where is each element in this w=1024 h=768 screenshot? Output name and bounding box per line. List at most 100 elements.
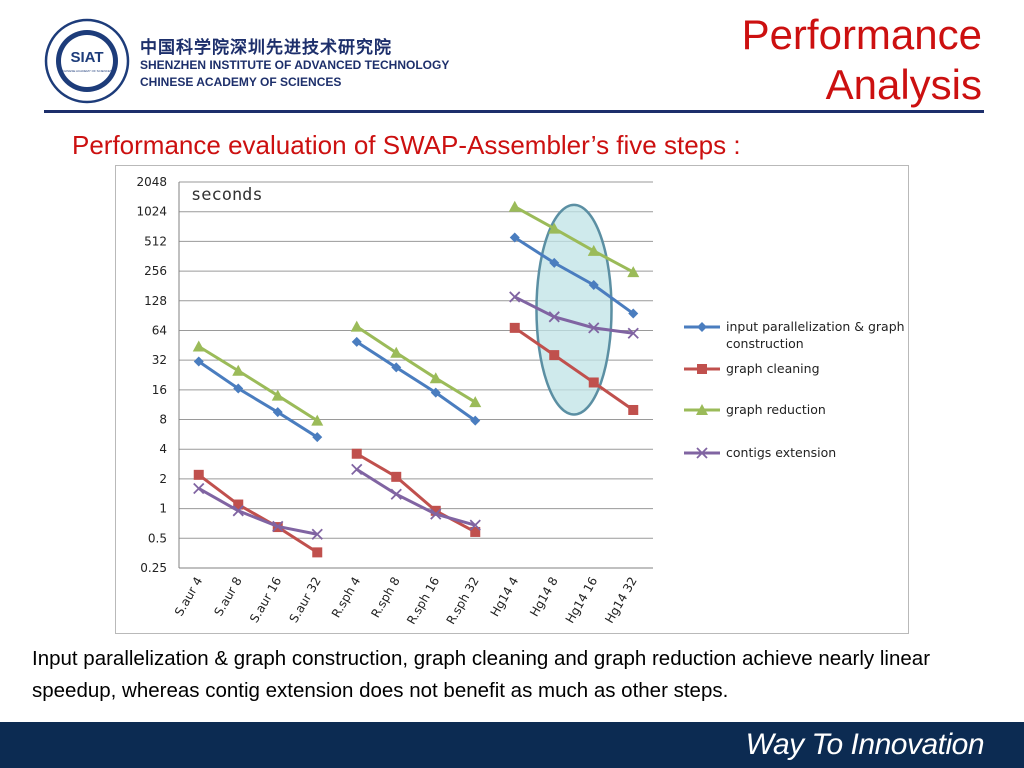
data-point-series-1 xyxy=(193,356,204,367)
x-tick-label: Hg14 32 xyxy=(602,575,640,626)
legend-label-line: construction xyxy=(726,336,804,351)
data-point-series-2 xyxy=(588,377,599,388)
data-point-series-1 xyxy=(470,415,481,426)
logo-text: SIAT xyxy=(70,49,103,66)
org-name-cn: 中国科学院深圳先进技术研究院 xyxy=(140,38,392,58)
y-axis-label: seconds xyxy=(191,185,263,205)
siat-logo: SIAT CHINESE ACADEMY OF SCIENCES xyxy=(44,18,130,104)
data-point-series-2 xyxy=(549,350,560,361)
series-line-2 xyxy=(197,473,319,554)
data-point-series-4-stroke xyxy=(430,508,442,520)
data-point-series-3 xyxy=(548,222,561,234)
legend-label: graph cleaning xyxy=(726,361,820,376)
series-line-1 xyxy=(355,340,477,422)
data-point-series-3 xyxy=(627,266,640,278)
data-point-series-3 xyxy=(469,396,482,408)
data-point-series-4 xyxy=(232,505,244,517)
y-tick-label: 2048 xyxy=(136,175,167,189)
series-line-4 xyxy=(355,468,476,527)
chart-frame: 0.25 0.5 1 2 4 8 16 32 64 128 256 512 1024 2048 second… xyxy=(115,165,909,634)
data-point-series-2 xyxy=(233,499,244,510)
legend-label: input parallelization & graph constructio… xyxy=(726,319,905,351)
slide-title-line1: Performance xyxy=(741,11,982,58)
series-line-4 xyxy=(514,295,634,335)
performance-chart: 0.25 0.5 1 2 4 8 16 32 64 128 256 512 1024 2048 second… xyxy=(136,175,905,627)
data-point-series-2 xyxy=(312,547,323,558)
data-point-series-1 xyxy=(272,407,283,418)
x-tick-label: Hg14 16 xyxy=(563,575,601,626)
data-point-series-2 xyxy=(193,469,204,480)
y-tick-label: 8 xyxy=(159,413,167,427)
data-point-series-2 xyxy=(470,526,481,537)
data-point-series-3 xyxy=(429,372,442,384)
y-tick-label: 2 xyxy=(159,472,167,486)
x-tick-label: S.aur 16 xyxy=(247,575,284,626)
data-point-series-4 xyxy=(627,327,639,339)
data-point-series-1 xyxy=(391,362,402,373)
data-point-series-2 xyxy=(628,404,639,415)
logo-small-text: CHINESE ACADEMY OF SCIENCES xyxy=(62,69,112,73)
legend-marker xyxy=(697,364,707,374)
data-point-series-4 xyxy=(548,311,560,323)
series-line-1 xyxy=(197,360,319,439)
data-point-series-1 xyxy=(312,432,323,443)
data-point-series-3 xyxy=(587,244,600,256)
x-tick-label: S.aur 8 xyxy=(211,575,245,619)
x-tick-label: R.sph 8 xyxy=(368,575,402,621)
data-point-series-4-stroke xyxy=(272,520,284,533)
data-point-series-4 xyxy=(588,322,600,334)
y-tick-label: 32 xyxy=(152,353,167,367)
data-point-series-4 xyxy=(430,508,442,520)
data-point-series-1 xyxy=(588,279,599,290)
data-point-series-3 xyxy=(232,364,245,376)
legend-label-line: input parallelization & graph xyxy=(726,319,905,334)
data-point-series-1 xyxy=(351,336,362,347)
data-point-series-4-stroke xyxy=(311,528,323,540)
legend-marker-stroke xyxy=(696,447,708,459)
data-point-series-2 xyxy=(351,448,362,459)
data-point-series-1 xyxy=(430,387,441,398)
slide-title-line2: Analysis xyxy=(825,61,982,108)
data-point-series-4-stroke xyxy=(627,327,639,339)
series-line-3 xyxy=(355,325,477,404)
series-line-2 xyxy=(355,452,476,534)
legend-marker xyxy=(696,404,708,415)
data-point-series-4 xyxy=(193,482,205,495)
series-line-4 xyxy=(198,487,318,536)
y-tick-label: 64 xyxy=(152,323,167,337)
legend-label-line: graph cleaning xyxy=(726,361,820,376)
data-point-series-3 xyxy=(311,414,324,426)
y-tick-label: 0.5 xyxy=(148,531,167,545)
legend-marker xyxy=(697,322,707,332)
data-point-series-4 xyxy=(272,520,284,533)
data-point-series-1 xyxy=(628,308,639,319)
data-point-series-4-stroke xyxy=(193,482,205,495)
y-tick-label: 256 xyxy=(144,264,167,278)
data-point-series-3 xyxy=(390,346,403,358)
y-tick-label: 1024 xyxy=(136,205,167,219)
data-point-series-4 xyxy=(390,488,402,500)
y-tick-label: 128 xyxy=(144,294,167,308)
data-point-series-4-stroke xyxy=(469,519,481,531)
highlight-ellipse xyxy=(535,203,613,416)
footer-bar: Way To Innovation xyxy=(0,722,1024,768)
series-line-3 xyxy=(514,205,634,274)
slide-title: Performance Analysis xyxy=(742,10,982,110)
legend-label-line: graph reduction xyxy=(726,402,826,417)
data-point-series-4-stroke xyxy=(509,291,521,303)
data-point-series-1 xyxy=(549,257,560,268)
slide-subtitle: Performance evaluation of SWAP-Assembler… xyxy=(72,130,741,160)
x-tick-label: Hg14 4 xyxy=(488,575,522,620)
data-point-series-3 xyxy=(350,320,363,332)
x-tick-label: R.sph 16 xyxy=(404,575,442,627)
y-tick-label: 1 xyxy=(159,502,167,516)
org-name-en-line2: CHINESE ACADEMY OF SCIENCES xyxy=(140,75,342,89)
data-point-series-4-stroke xyxy=(588,322,600,334)
x-tick-label: R.sph 4 xyxy=(329,575,363,621)
data-point-series-3 xyxy=(271,389,284,401)
header-divider xyxy=(44,110,984,113)
data-point-series-3 xyxy=(508,200,521,212)
data-point-series-4-stroke xyxy=(232,505,244,517)
data-point-series-4-stroke xyxy=(351,463,363,476)
data-point-series-4 xyxy=(469,519,481,531)
